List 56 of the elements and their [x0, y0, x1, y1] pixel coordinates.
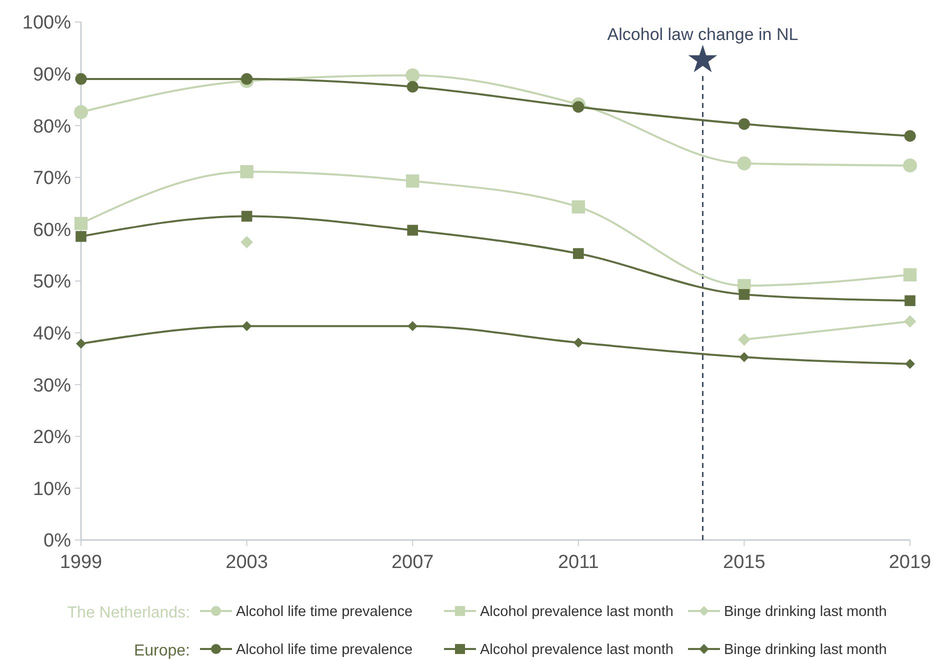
- x-tick-label: 2011: [558, 552, 599, 573]
- point: [406, 68, 420, 82]
- point: [408, 321, 418, 332]
- legend-label: Binge drinking last month: [724, 604, 887, 620]
- y-tick-label: 20%: [32, 427, 72, 448]
- point: [406, 174, 420, 188]
- point: [904, 295, 916, 306]
- point: [76, 338, 86, 349]
- point: [572, 101, 584, 113]
- point: [241, 210, 252, 222]
- point: [241, 73, 253, 85]
- point: [903, 268, 917, 282]
- y-tick-label: 80%: [32, 116, 72, 138]
- point: [240, 165, 254, 178]
- point: [905, 358, 915, 369]
- y-tick-label: 30%: [32, 375, 72, 396]
- point: [240, 236, 253, 248]
- point: [573, 338, 584, 348]
- text: Europe:: [134, 642, 190, 659]
- legend-label: Binge drinking last month: [724, 642, 887, 658]
- y-tick-label: 10%: [32, 478, 72, 500]
- point: [903, 158, 917, 172]
- x-tick-label: 2003: [226, 552, 268, 573]
- point: [75, 73, 87, 85]
- point: [737, 156, 752, 170]
- point: [738, 118, 750, 130]
- x-tick-label: 2015: [723, 552, 766, 573]
- point: [406, 80, 418, 93]
- text: The Netherlands:: [67, 604, 190, 622]
- legend-label: Alcohol life time prevalence: [236, 604, 413, 620]
- y-tick-label: 70%: [32, 168, 72, 190]
- point: [573, 248, 584, 259]
- point: [74, 105, 88, 120]
- x-tick-label: 2007: [391, 552, 434, 573]
- point: [76, 231, 86, 242]
- y-tick-label: 40%: [32, 323, 72, 344]
- legend-label: Alcohol prevalence last month: [480, 642, 674, 658]
- point: [572, 200, 585, 214]
- x-tick-label: 1999: [60, 552, 102, 573]
- x-tick-label: 2019: [888, 552, 932, 573]
- legend-label: Alcohol life time prevalence: [236, 642, 413, 658]
- point: [904, 130, 916, 142]
- ref-line-label: Alcohol law change in NL: [607, 25, 798, 44]
- y-tick-label: 0%: [44, 530, 72, 552]
- point: [242, 321, 252, 332]
- y-tick-label: 90%: [32, 64, 72, 86]
- point: [74, 216, 88, 230]
- point: [904, 315, 916, 328]
- y-tick-label: 50%: [32, 272, 72, 293]
- y-tick-label: 100%: [22, 12, 72, 34]
- legend-label: Alcohol prevalence last month: [480, 604, 674, 620]
- point: [738, 289, 750, 300]
- point: [738, 333, 750, 346]
- point: [407, 224, 418, 236]
- point: [739, 352, 750, 362]
- y-tick-label: 60%: [32, 220, 72, 241]
